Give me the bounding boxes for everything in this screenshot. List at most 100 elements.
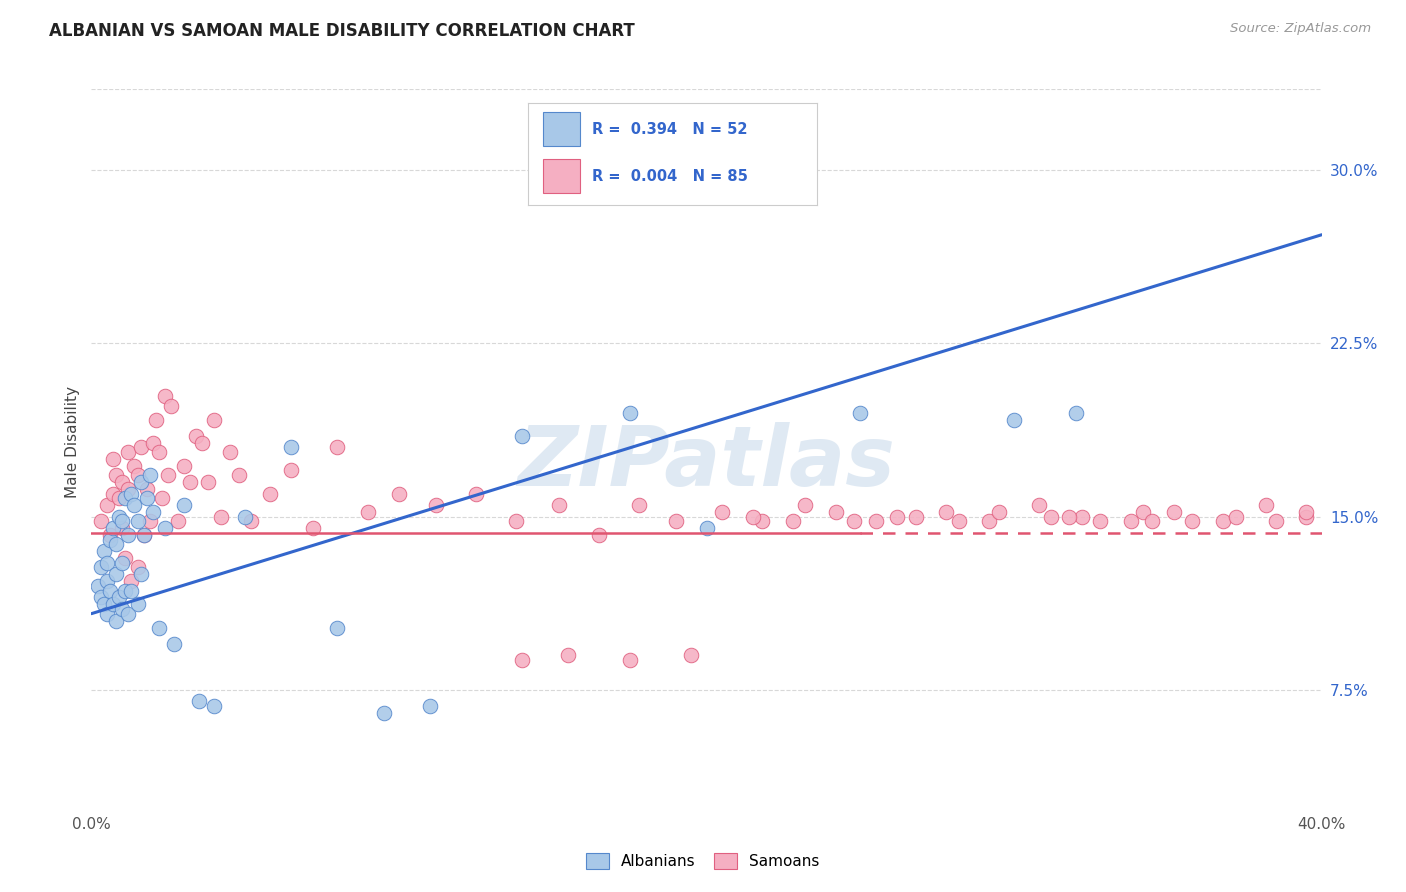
Point — [160, 399, 183, 413]
Point — [179, 475, 201, 489]
Point — [148, 621, 170, 635]
Y-axis label: Male Disability: Male Disability — [65, 385, 80, 498]
Point — [948, 514, 970, 528]
Point — [117, 482, 139, 496]
Text: 0.0%: 0.0% — [72, 817, 111, 832]
Point — [96, 498, 118, 512]
Point — [90, 560, 112, 574]
Point — [373, 706, 395, 720]
Point — [1295, 505, 1317, 519]
Point — [148, 445, 170, 459]
Point — [233, 509, 256, 524]
Point — [1002, 412, 1025, 426]
Point — [1132, 505, 1154, 519]
Point — [357, 505, 380, 519]
Point — [127, 468, 149, 483]
Point — [228, 468, 250, 483]
Point — [129, 475, 152, 489]
Point — [619, 406, 641, 420]
Point — [202, 699, 225, 714]
Point — [132, 528, 155, 542]
Point — [105, 614, 127, 628]
Point — [105, 537, 127, 551]
Point — [101, 521, 124, 535]
Point — [108, 509, 131, 524]
Point — [197, 475, 219, 489]
Point — [93, 598, 115, 612]
Point — [166, 514, 188, 528]
Point — [388, 486, 411, 500]
Point — [849, 406, 872, 420]
Point — [979, 514, 1001, 528]
Point — [114, 551, 136, 566]
Point — [510, 429, 533, 443]
Point — [124, 458, 146, 473]
Point — [96, 574, 118, 589]
Point — [1256, 498, 1278, 512]
Point — [111, 556, 134, 570]
Point — [240, 514, 263, 528]
Point — [202, 412, 225, 426]
Point — [419, 699, 441, 714]
Point — [142, 435, 165, 450]
Point — [153, 521, 177, 535]
Point — [145, 412, 167, 426]
Point — [139, 468, 162, 483]
Point — [710, 505, 733, 519]
Point — [127, 560, 149, 574]
Point — [505, 514, 527, 528]
Text: 40.0%: 40.0% — [1298, 817, 1346, 832]
Point — [464, 486, 486, 500]
Point — [153, 389, 177, 403]
Point — [1181, 514, 1204, 528]
Point — [101, 598, 124, 612]
Point — [173, 458, 195, 473]
Point — [209, 509, 232, 524]
Point — [108, 491, 131, 505]
Point — [117, 528, 139, 542]
Point — [135, 482, 157, 496]
Point — [588, 528, 610, 542]
Point — [1163, 505, 1185, 519]
Point — [681, 648, 703, 663]
Point — [1059, 509, 1081, 524]
Point — [129, 567, 152, 582]
Point — [326, 621, 349, 635]
Point — [142, 505, 165, 519]
Point — [547, 498, 569, 512]
Point — [782, 514, 804, 528]
Point — [139, 514, 162, 528]
Point — [218, 445, 240, 459]
Point — [163, 637, 186, 651]
Point — [1142, 514, 1164, 528]
Point — [1064, 406, 1087, 420]
Point — [627, 498, 650, 512]
Point — [127, 598, 149, 612]
Point — [98, 528, 121, 542]
Point — [665, 514, 688, 528]
Point — [904, 509, 927, 524]
Point — [127, 514, 149, 528]
Point — [135, 491, 157, 505]
Point — [132, 528, 155, 542]
Point — [98, 583, 121, 598]
Point — [696, 521, 718, 535]
Point — [101, 486, 124, 500]
Point — [90, 514, 112, 528]
Text: ZIPatlas: ZIPatlas — [517, 422, 896, 503]
Point — [96, 556, 118, 570]
Point — [280, 440, 302, 454]
Point — [886, 509, 908, 524]
Point — [111, 475, 134, 489]
Point — [86, 579, 108, 593]
Point — [98, 533, 121, 547]
Point — [987, 505, 1010, 519]
Point — [793, 498, 815, 512]
Point — [105, 468, 127, 483]
Point — [120, 574, 142, 589]
Point — [105, 567, 127, 582]
Point — [1088, 514, 1111, 528]
Point — [326, 440, 349, 454]
Text: ALBANIAN VS SAMOAN MALE DISABILITY CORRELATION CHART: ALBANIAN VS SAMOAN MALE DISABILITY CORRE… — [49, 22, 636, 40]
Point — [1070, 509, 1092, 524]
